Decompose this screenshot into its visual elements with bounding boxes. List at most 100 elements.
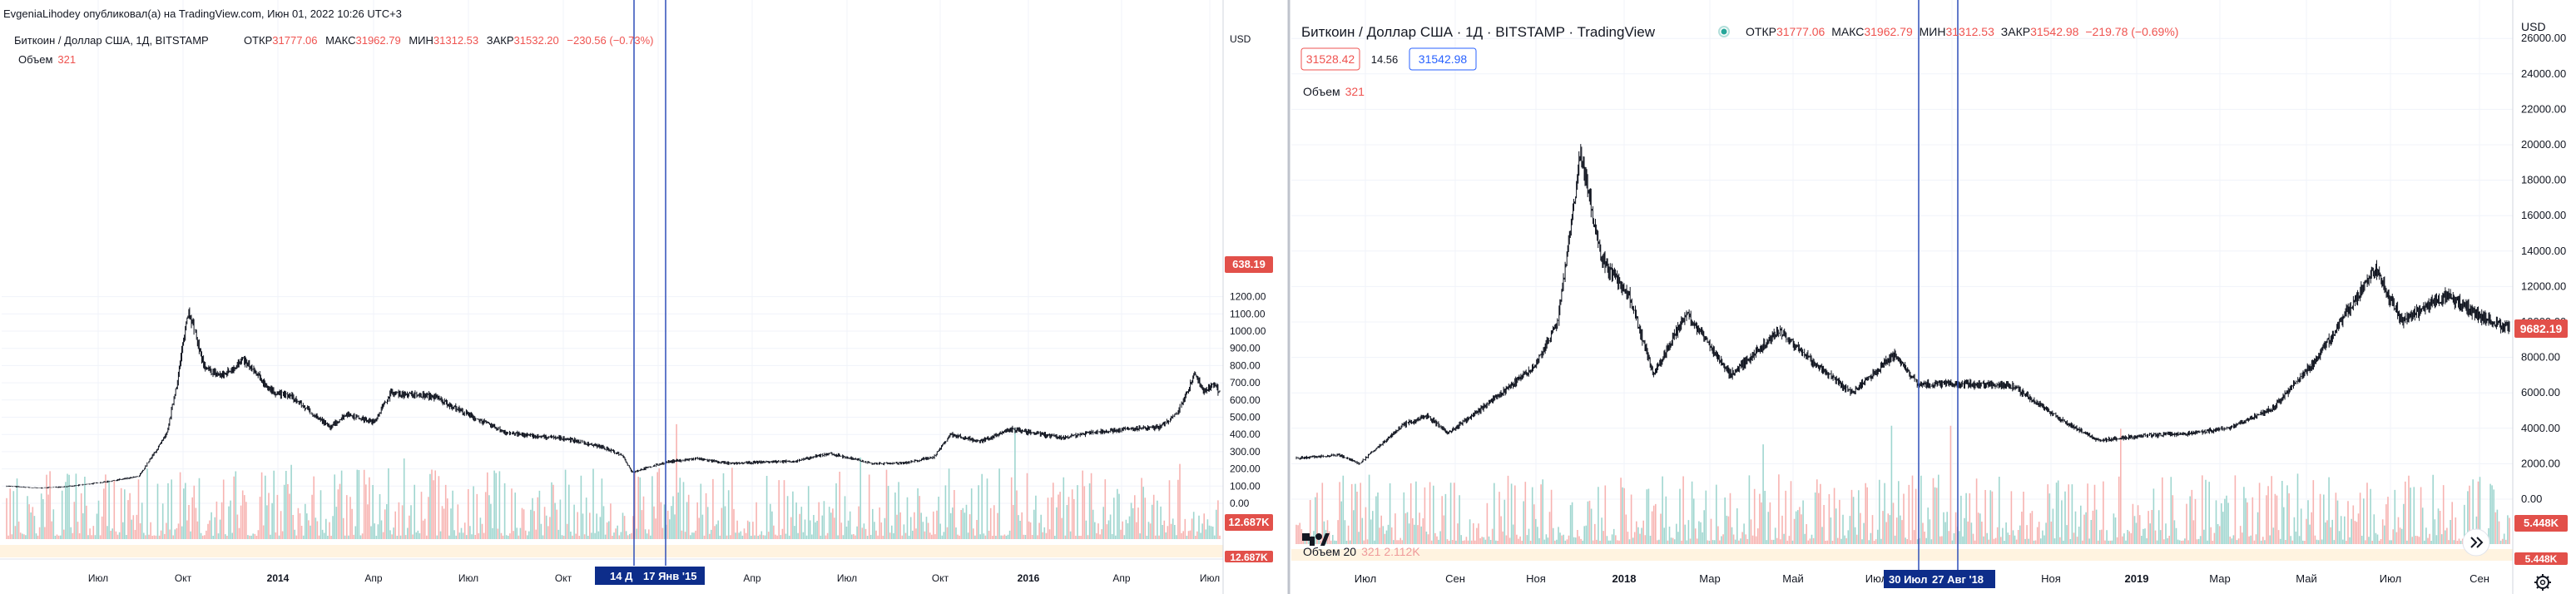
y-tick-label: 22000.00 bbox=[2521, 102, 2566, 115]
x-tick-label: 2019 bbox=[2125, 572, 2149, 585]
right-volume-badge-top-text: 5.448K bbox=[2524, 517, 2559, 529]
right-range-end-label: 27 Авг '18 bbox=[1932, 573, 1984, 586]
left-price-series bbox=[6, 307, 1221, 489]
y-tick-label: 500.00 bbox=[1230, 412, 1261, 423]
left-chart-panel: 0.00 100.00 200.00 300.00 400.00 500.00 600.00… bbox=[0, 0, 1287, 594]
right-last-price-badge bbox=[2514, 319, 2568, 338]
right-volume-legend: Объем 321 bbox=[1303, 85, 1365, 98]
left-range-start-label: 14 Д bbox=[610, 570, 633, 582]
right-price-series bbox=[1295, 144, 2510, 465]
right-range-label-box bbox=[1884, 570, 1995, 588]
y-tick-label: 0.00 bbox=[2521, 493, 2542, 505]
x-tick-label: 2016 bbox=[1018, 572, 1040, 584]
x-tick-label: Июл bbox=[1200, 572, 1220, 584]
right-volume-badge-bottom bbox=[2514, 552, 2568, 565]
left-volume-badge-top-text: 12.687K bbox=[1228, 516, 1270, 528]
right-range-start-label: 30 Июл bbox=[1889, 573, 1927, 586]
left-last-price-badge bbox=[1225, 256, 1273, 273]
x-tick-label: Окт bbox=[932, 572, 949, 584]
x-tick-label: Мар bbox=[1699, 572, 1720, 585]
y-tick-label: 1200.00 bbox=[1230, 291, 1266, 303]
y-tick-label: 700.00 bbox=[1230, 377, 1261, 389]
y-tick-label: 2000.00 bbox=[2521, 457, 2560, 469]
left-ohlc-legend: ОТКР31777.06 МАКС31962.79 МИН31312.53 ЗА… bbox=[244, 34, 653, 47]
y-tick-label: 1000.00 bbox=[1230, 325, 1266, 337]
right-symbol-title[interactable]: Биткоин / Доллар США · 1Д · BITSTAMP · T… bbox=[1301, 24, 1656, 40]
x-tick-label: Май bbox=[1782, 572, 1803, 585]
volume-bars-up bbox=[12, 428, 1217, 539]
y-tick-label: 8000.00 bbox=[2521, 351, 2560, 364]
left-range-end-label: 17 Янв '15 bbox=[643, 570, 696, 582]
y-tick-label: 1100.00 bbox=[1230, 308, 1266, 319]
x-tick-label: Июл bbox=[1355, 572, 1376, 585]
x-tick-label: Сен bbox=[1445, 572, 1465, 585]
spread-value: 14.56 bbox=[1371, 53, 1399, 66]
publisher-line: EvgeniaLihodey опубликовал(а) на Trading… bbox=[3, 7, 402, 20]
x-tick-label: 2018 bbox=[1612, 572, 1637, 585]
left-range-label-box bbox=[595, 567, 705, 585]
buy-price: 31542.98 bbox=[1419, 52, 1468, 66]
x-tick-label: Окт bbox=[175, 572, 192, 584]
buy-button[interactable] bbox=[1409, 47, 1477, 71]
y-tick-label: 400.00 bbox=[1230, 428, 1261, 440]
y-tick-label: 200.00 bbox=[1230, 463, 1261, 475]
x-tick-label: 2014 bbox=[267, 572, 290, 584]
x-tick-label: Июл bbox=[837, 572, 857, 584]
y-tick-label: 800.00 bbox=[1230, 359, 1261, 371]
y-tick-label: 6000.00 bbox=[2521, 386, 2560, 398]
x-tick-label: Июл bbox=[2380, 572, 2401, 585]
y-tick-label: 26000.00 bbox=[2521, 32, 2566, 44]
y-tick-label: 300.00 bbox=[1230, 446, 1261, 458]
y-tick-label: 20000.00 bbox=[2521, 138, 2566, 151]
left-axis-unit: USD bbox=[1230, 33, 1251, 45]
y-tick-label: 18000.00 bbox=[2521, 174, 2566, 186]
left-volume-badge-top bbox=[1225, 514, 1273, 531]
right-axis-unit: USD bbox=[2521, 20, 2546, 33]
x-tick-label: Июл bbox=[88, 572, 108, 584]
y-tick-label: 4000.00 bbox=[2521, 422, 2560, 434]
y-tick-label: 900.00 bbox=[1230, 343, 1261, 354]
right-volume20-legend: Объем 20 321 2.112K bbox=[1303, 545, 1420, 558]
y-tick-label: 24000.00 bbox=[2521, 67, 2566, 80]
right-volume-ma-strip bbox=[1291, 549, 2513, 561]
right-volume-badge-bottom-text: 5.448K bbox=[2525, 553, 2558, 565]
tradingview-logo-icon bbox=[1302, 533, 1330, 546]
left-volume-badge-bottom-text: 12.687K bbox=[1230, 552, 1268, 563]
x-tick-label: Окт bbox=[555, 572, 572, 584]
scroll-to-latest-button[interactable] bbox=[2462, 528, 2490, 557]
sell-price: 31528.42 bbox=[1306, 52, 1355, 66]
x-tick-label: Ноя bbox=[1526, 572, 1546, 585]
x-tick-label: Июл bbox=[1865, 572, 1887, 585]
left-volume-legend: Объем 321 bbox=[18, 53, 76, 66]
x-tick-label: Май bbox=[2296, 572, 2316, 585]
right-chart-panel: 0.002000.004000.006000.008000.0010000.00… bbox=[1291, 0, 2576, 594]
volume-bars-down bbox=[6, 423, 1221, 539]
right-ohlc-legend: ОТКР31777.06 МАКС31962.79 МИН31312.53 ЗА… bbox=[1746, 25, 2178, 38]
y-tick-label: 600.00 bbox=[1230, 394, 1261, 406]
sell-button[interactable] bbox=[1300, 47, 1360, 71]
right-candles bbox=[1295, 144, 2510, 465]
settings-gear-icon[interactable] bbox=[2534, 574, 2551, 591]
x-tick-label: Ноя bbox=[2041, 572, 2061, 585]
x-tick-label: Апр bbox=[364, 572, 383, 584]
y-tick-label: 12000.00 bbox=[2521, 280, 2566, 292]
x-tick-label: Апр bbox=[743, 572, 761, 584]
double-chevron-right-icon bbox=[2470, 537, 2484, 548]
x-tick-label: Мар bbox=[2209, 572, 2230, 585]
right-volume-badge-top bbox=[2514, 515, 2568, 532]
y-tick-label: 14000.00 bbox=[2521, 245, 2566, 257]
y-tick-label: 16000.00 bbox=[2521, 209, 2566, 221]
x-tick-label: Сен bbox=[2469, 572, 2489, 585]
y-tick-label: 100.00 bbox=[1230, 480, 1261, 492]
left-symbol-title[interactable]: Биткоин / Доллар США, 1Д, BITSTAMP bbox=[14, 34, 209, 47]
left-volume-badge-bottom bbox=[1225, 551, 1273, 562]
volume-bars-down bbox=[1295, 425, 2510, 544]
left-last-price: 638.19 bbox=[1232, 258, 1266, 270]
right-last-price: 9682.19 bbox=[2520, 322, 2563, 335]
x-tick-label: Апр bbox=[1112, 572, 1131, 584]
y-tick-label: 0.00 bbox=[1230, 497, 1250, 509]
x-tick-label: Июл bbox=[458, 572, 478, 584]
left-volume-ma-strip bbox=[0, 545, 1223, 557]
left-candles bbox=[6, 307, 1221, 489]
